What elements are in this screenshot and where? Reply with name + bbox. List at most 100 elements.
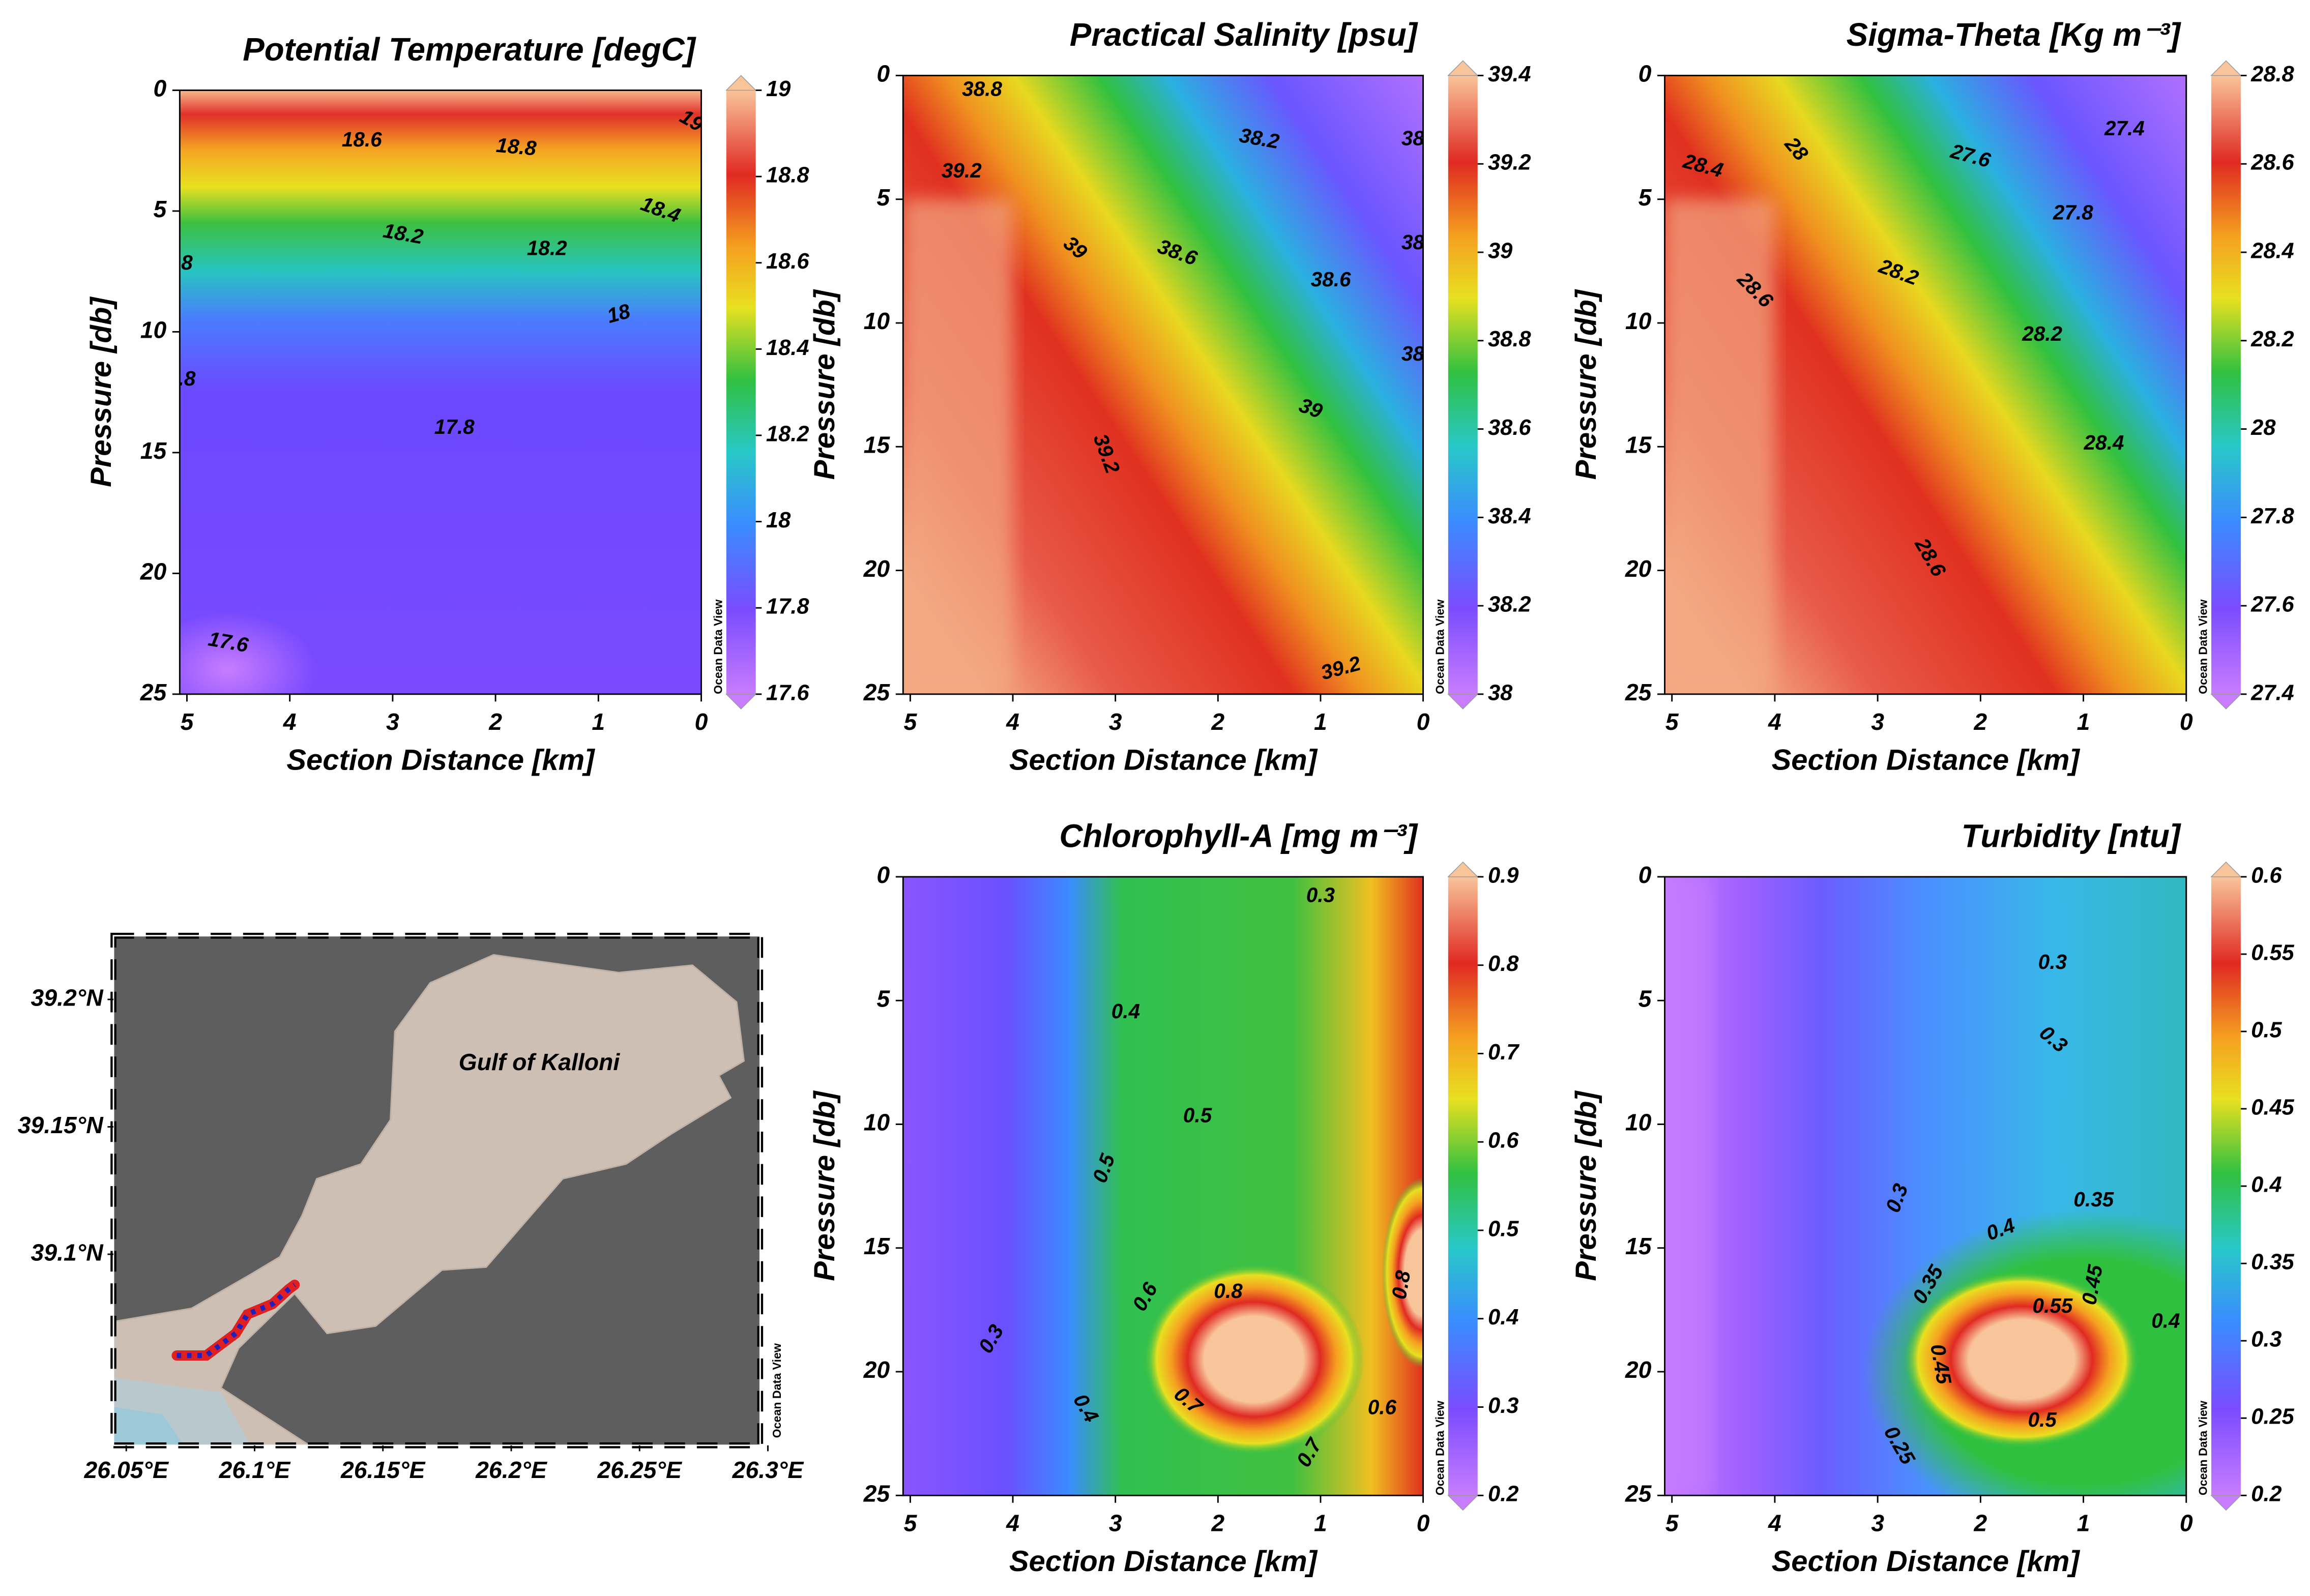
land xyxy=(113,954,745,1445)
y-tick-label: 15 xyxy=(140,437,167,464)
colorbar-tick-label: 28.2 xyxy=(2250,327,2294,351)
y-tick-label: 20 xyxy=(863,1356,890,1383)
contour-label: 27.8 xyxy=(2053,201,2093,224)
contour-label: 18.2 xyxy=(527,237,567,260)
x-tick-label: 1 xyxy=(592,708,605,735)
field-patch xyxy=(1382,1177,1423,1369)
x-tick-label: 3 xyxy=(386,708,399,735)
x-tick-label: 2 xyxy=(1211,1510,1224,1536)
colorbar xyxy=(1448,75,1478,694)
contour-label: 38 xyxy=(1401,230,1425,254)
colorbar-tick-label: 28.4 xyxy=(2250,239,2294,263)
colorbar-cap xyxy=(1447,694,1479,710)
x-axis-label: Section Distance [km] xyxy=(1009,744,1318,776)
x-axis-label: Section Distance [km] xyxy=(1009,1545,1318,1578)
contour-label: 0.4 xyxy=(2151,1309,2180,1332)
contour-label: 18.6 xyxy=(342,128,382,151)
colorbar-tick-label: 19 xyxy=(766,77,791,101)
colorbar-tick-label: 0.35 xyxy=(2251,1250,2294,1275)
colorbar-tick-label: 39 xyxy=(1488,239,1512,263)
watermark: Ocean Data View xyxy=(1433,599,1446,694)
field: 0.30.30.350.30.40.35 0.450.550.450.50.250… xyxy=(1664,876,2186,1496)
frame xyxy=(1664,876,2187,1496)
frame xyxy=(1664,75,2187,695)
x-tick-label: 0 xyxy=(2180,1510,2193,1536)
colorbar-tick-label: 27.6 xyxy=(2250,593,2294,617)
y-axis-label: Pressure [db] xyxy=(808,1090,841,1281)
x-tick-label: 4 xyxy=(283,708,297,735)
colorbar-cap xyxy=(2210,694,2242,710)
x-tick-label: 1 xyxy=(1314,1510,1327,1536)
colorbar-tick-label: 0.6 xyxy=(1488,1129,1519,1153)
colorbar-tick-label: 17.8 xyxy=(766,595,809,619)
frame xyxy=(902,75,1424,695)
colorbar xyxy=(2211,75,2241,694)
contour-label: 0.8 xyxy=(1387,1268,1415,1301)
x-tick-label: 1 xyxy=(2077,708,2090,735)
y-tick-label: 15 xyxy=(864,432,891,458)
contour-label: 38 xyxy=(1401,127,1425,150)
contour-label: 27.4 xyxy=(2104,116,2145,140)
colorbar-tick-label: 0.8 xyxy=(1488,952,1519,976)
y-tick-label: 25 xyxy=(1625,1481,1652,1507)
colorbar-tick-label: 38.4 xyxy=(1488,504,1531,528)
field-patch xyxy=(1143,1263,1365,1455)
frame xyxy=(179,90,702,695)
x-tick-label: 0 xyxy=(1417,1510,1430,1536)
chart-title: Chlorophyll-A [mg m⁻³] xyxy=(1059,817,1418,854)
field-patch xyxy=(1904,1270,2140,1448)
watermark: Ocean Data View xyxy=(711,599,724,694)
watermark: Ocean Data View xyxy=(2197,1400,2210,1495)
x-tick-label: 0 xyxy=(1417,708,1430,735)
x-tick-label: 2 xyxy=(1973,1510,1987,1536)
colorbar-tick-label: 39.4 xyxy=(1488,62,1531,86)
contour-label: 8 xyxy=(181,251,193,274)
y-tick-label: 5 xyxy=(876,184,890,211)
y-tick-label: 39.15°N xyxy=(18,1112,104,1138)
contour-label: 0.8 xyxy=(1214,1279,1243,1303)
colorbar-cap xyxy=(725,694,757,710)
contour-label: 17.8 xyxy=(434,415,475,438)
chart-title: Practical Salinity [psu] xyxy=(1070,16,1418,53)
contour-label: 18.8 xyxy=(495,133,538,160)
colorbar-cap xyxy=(725,75,757,91)
x-tick-label: 3 xyxy=(1871,708,1884,735)
x-tick-label: 4 xyxy=(1768,708,1781,735)
field: 27.428 27.628.427.828.228.628.228.428.6 xyxy=(1664,75,2186,694)
colorbar-tick-label: 0.2 xyxy=(2251,1482,2282,1506)
colorbar-tick-label: 28.6 xyxy=(2250,151,2294,175)
y-tick-label: 15 xyxy=(1625,432,1652,458)
y-tick-label: 39.2°N xyxy=(31,984,104,1011)
contour-label: 0.3 xyxy=(2038,950,2067,973)
contour-label: 0.5 xyxy=(1183,1104,1213,1127)
contour-label: 38.8 xyxy=(962,77,1002,100)
y-tick-label: 10 xyxy=(1625,308,1652,334)
y-tick-label: 5 xyxy=(1639,985,1652,1012)
y-tick-label: 5 xyxy=(876,985,890,1012)
colorbar-tick-label: 0.4 xyxy=(1488,1305,1518,1329)
x-tick-label: 1 xyxy=(2077,1510,2090,1536)
x-axis-label: Section Distance [km] xyxy=(1772,744,2081,776)
contour-label: 0.6 xyxy=(1368,1396,1397,1419)
contour-label: 28.2 xyxy=(2022,322,2062,345)
frame-inner xyxy=(112,935,761,1446)
colorbar-cap xyxy=(1447,1495,1479,1511)
shallow xyxy=(113,1407,185,1445)
track xyxy=(177,1283,297,1358)
x-tick-label: 26.25°E xyxy=(597,1457,683,1483)
x-tick-label: 3 xyxy=(1109,708,1122,735)
y-tick-label: 0 xyxy=(876,61,890,87)
colorbar-tick-label: 18.6 xyxy=(766,249,809,274)
colorbar-tick-label: 38.6 xyxy=(1488,416,1531,440)
y-tick-label: 25 xyxy=(863,679,891,705)
x-tick-label: 2 xyxy=(1973,708,1987,735)
colorbar-cap xyxy=(1447,60,1479,76)
map-area: Gulf of Kalloni xyxy=(113,935,761,1445)
contour-label: 38 xyxy=(1401,342,1425,365)
field-patch xyxy=(180,611,317,694)
x-tick-label: 1 xyxy=(1314,708,1327,735)
place-label: Gulf of Kalloni xyxy=(459,1049,621,1075)
y-axis-label: Pressure [db] xyxy=(808,289,841,480)
